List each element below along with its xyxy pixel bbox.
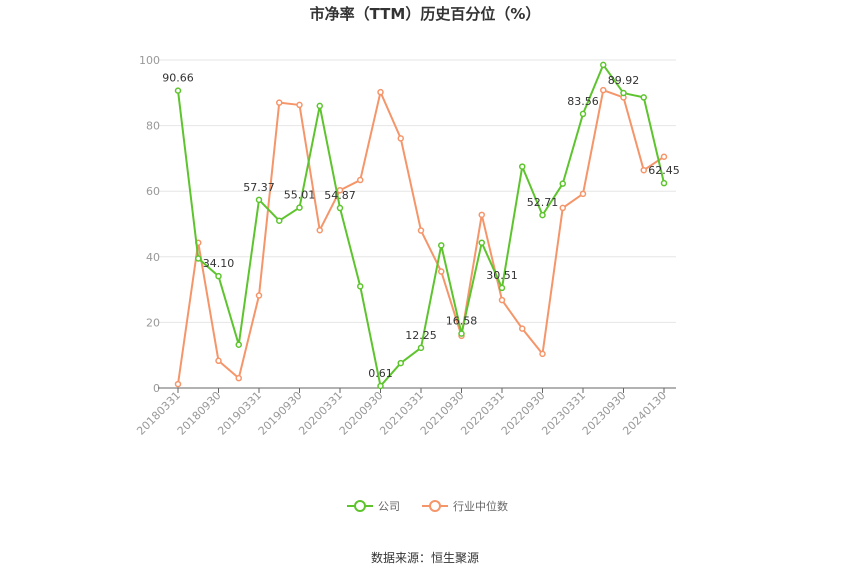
data-point: [397, 135, 404, 142]
data-point: [397, 359, 404, 367]
legend-marker: [354, 500, 366, 512]
data-point: [640, 166, 647, 174]
data-point: [519, 325, 526, 332]
data-point: [235, 341, 242, 348]
data-label: 30.51: [486, 269, 518, 282]
data-point: [377, 88, 384, 96]
data-label: 62.45: [648, 164, 680, 177]
legend-marker: [429, 500, 441, 512]
data-point: [336, 204, 344, 212]
data-point: [478, 211, 485, 219]
data-label: 83.56: [567, 95, 599, 108]
legend-label: 公司: [378, 500, 400, 513]
data-point: [438, 268, 445, 275]
data-label: 55.01: [284, 189, 316, 202]
data-point: [276, 217, 283, 224]
data-label: 0.61: [368, 367, 393, 380]
data-point: [235, 374, 242, 382]
y-tick-label: 100: [139, 54, 160, 67]
legend-item[interactable]: 行业中位数: [422, 499, 508, 513]
legend-item[interactable]: 公司: [347, 500, 400, 513]
x-tick-label: 20240130: [620, 389, 669, 438]
data-point: [255, 292, 263, 299]
source-note: 数据来源：恒生聚源: [371, 550, 479, 565]
data-point: [357, 283, 364, 290]
data-point: [417, 227, 425, 234]
legend-label: 行业中位数: [453, 499, 508, 513]
data-point: [498, 296, 506, 304]
data-label: 12.25: [405, 329, 437, 342]
y-axis-ticks: 0 20 40 60 80 100: [139, 54, 160, 395]
data-label: 16.58: [446, 315, 478, 328]
data-label: 90.66: [162, 72, 194, 85]
data-point: [296, 101, 303, 109]
data-point: [660, 179, 668, 187]
data-point: [600, 86, 607, 94]
series-layer: [174, 61, 668, 390]
y-tick-label: 40: [146, 251, 160, 264]
data-point: [539, 350, 546, 358]
data-point: [215, 272, 222, 280]
data-point: [174, 87, 182, 94]
y-tick-label: 0: [153, 382, 160, 395]
data-point: [579, 190, 587, 198]
data-point: [296, 204, 303, 211]
data-label: 34.10: [203, 257, 235, 270]
x-axis: 2018033120180930201903312019093020200331…: [134, 387, 676, 438]
data-point: [579, 110, 587, 118]
chart-title: 市净率（TTM）历史百分位（%）: [310, 5, 541, 23]
data-point: [276, 99, 283, 106]
data-label: 54.87: [324, 189, 356, 202]
y-tick-label: 20: [146, 316, 160, 329]
data-point: [559, 204, 566, 212]
data-label: 57.37: [243, 181, 275, 194]
legend[interactable]: 公司 行业中位数: [347, 499, 508, 513]
data-point: [559, 180, 566, 187]
data-point: [539, 211, 546, 219]
data-point: [478, 239, 485, 246]
data-label: 89.92: [608, 74, 640, 87]
data-point: [458, 330, 465, 337]
data-point: [519, 163, 526, 170]
data-point: [215, 357, 222, 365]
data-point: [336, 186, 344, 194]
data-point: [417, 344, 425, 352]
data-point: [195, 255, 202, 262]
data-labels: 90.66 34.10 57.37 55.01 54.87 0.61 12.25 16.58 3…: [162, 72, 680, 380]
data-point: [640, 94, 647, 101]
data-point: [660, 153, 668, 161]
grid-lines: [158, 59, 676, 323]
data-point: [174, 380, 182, 388]
y-tick-label: 80: [146, 120, 160, 133]
y-tick-label: 60: [146, 185, 160, 198]
data-point: [498, 284, 506, 292]
data-point: [377, 382, 384, 390]
data-point: [438, 242, 445, 249]
data-point: [620, 89, 627, 97]
data-point: [600, 61, 607, 69]
data-point: [255, 196, 263, 204]
data-point: [316, 226, 323, 234]
data-point: [357, 176, 364, 184]
data-point: [316, 102, 323, 110]
data-label: 52.71: [527, 196, 559, 209]
